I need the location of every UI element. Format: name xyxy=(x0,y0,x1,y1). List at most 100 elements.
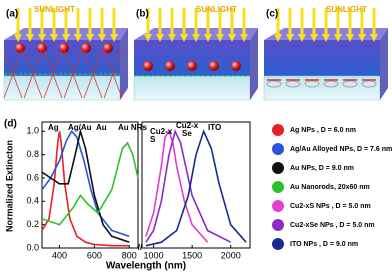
arrow-head xyxy=(144,34,152,42)
arrow-head xyxy=(74,34,82,42)
spectrum-line xyxy=(41,128,130,243)
y-tick-label: 1.0 xyxy=(26,126,39,136)
arrow-head xyxy=(322,34,330,42)
arrow-head xyxy=(62,34,70,42)
substrate xyxy=(133,75,251,101)
arrow-head xyxy=(240,34,248,42)
panel-label: (c) xyxy=(266,9,278,20)
arrow-head xyxy=(228,34,236,42)
scatter-ray xyxy=(83,49,103,99)
curve-annotation: Cu2-x xyxy=(150,127,173,136)
illustrations: (a) SUNLIGHT (b) SUNLIGHT (c) SUNLIGHT xyxy=(3,5,388,101)
arrow-head xyxy=(310,34,318,42)
legend-marker xyxy=(272,124,284,136)
x-tick-label: 1500 xyxy=(182,250,202,260)
x-tick-label: 800 xyxy=(122,250,137,260)
curve-annotation: ITO xyxy=(208,123,221,132)
arrow-head xyxy=(334,34,342,42)
scatter-ray xyxy=(3,49,23,99)
nanoparticle xyxy=(323,80,339,88)
legend-marker xyxy=(272,162,284,174)
y-tick-label: 0.6 xyxy=(26,172,39,182)
chart: (d) // 0.0 0.2 0.4 0.6 0.8 1.0 400 600 800 1000 1500… xyxy=(4,119,392,272)
x-axis-label: Wavelength (nm) xyxy=(106,261,186,272)
nanoparticle xyxy=(37,43,47,53)
panel: (c) SUNLIGHT xyxy=(263,5,388,101)
scatter-ray xyxy=(43,49,63,99)
sunlight-label: SUNLIGHT xyxy=(34,5,75,14)
panel: (a) SUNLIGHT xyxy=(3,5,128,101)
nanoparticle xyxy=(165,61,175,71)
sunlight-label: SUNLIGHT xyxy=(326,5,367,14)
nanoparticle xyxy=(342,80,358,88)
arrow-head xyxy=(110,34,118,42)
scatter-ray xyxy=(23,49,43,99)
arrow-head xyxy=(274,34,282,42)
curve-annotation: Au xyxy=(96,123,107,132)
arrow-head xyxy=(50,34,58,42)
legend-marker xyxy=(272,181,284,193)
nanoparticle xyxy=(187,61,197,71)
arrow-head xyxy=(358,34,366,42)
break-mark: // xyxy=(138,243,143,252)
arrow-head xyxy=(156,34,164,42)
arrow-head xyxy=(86,34,94,42)
arrow-head xyxy=(298,34,306,42)
nanoparticle xyxy=(81,43,91,53)
panel-label: (d) xyxy=(4,119,17,130)
legend-label: Cu2-xSe NPs , D = 5.0 nm xyxy=(290,222,375,229)
curve-annotation: S xyxy=(150,135,156,144)
curve-annotation: Cu2-x xyxy=(176,121,199,130)
arrow-head xyxy=(26,34,34,42)
legend-label: Au NPs, D = 9.0 nm xyxy=(290,165,354,172)
substrate xyxy=(3,75,121,101)
spectrum-line xyxy=(41,141,139,226)
nanoparticle xyxy=(231,61,241,71)
legend-label: ITO NPs , D = 9.0 nm xyxy=(290,241,358,248)
arrow-head xyxy=(370,34,378,42)
nanoparticle xyxy=(15,43,25,53)
arrow-head xyxy=(286,34,294,42)
arrow-head xyxy=(14,34,22,42)
nanoparticle xyxy=(304,80,320,88)
nanoparticle xyxy=(266,80,282,88)
plot-frame xyxy=(141,121,251,249)
curve-annotation: Ag xyxy=(48,123,59,132)
nanoparticle xyxy=(361,80,377,88)
curve-annotation: Se xyxy=(182,129,192,138)
legend-marker xyxy=(272,238,284,250)
arrow-head xyxy=(168,34,176,42)
arrow-head xyxy=(192,34,200,42)
y-tick-label: 0.8 xyxy=(26,149,39,159)
nanoparticle xyxy=(285,80,301,88)
y-axis-label: Normalized Extincton xyxy=(4,140,14,232)
curve-annotation: Au NRs xyxy=(118,123,147,132)
x-tick-label: 2000 xyxy=(221,250,241,260)
spectrum-line xyxy=(41,129,130,238)
panel-label: (a) xyxy=(6,9,18,20)
curve-annotation: Ag/Au xyxy=(68,123,92,132)
legend-marker xyxy=(272,200,284,212)
arrow-head xyxy=(180,34,188,42)
scatter-ray xyxy=(103,49,123,99)
legend-label: Cu2-xS NPs , D = 5.0 nm xyxy=(290,203,371,210)
slab xyxy=(264,40,380,76)
arrow-head xyxy=(38,34,46,42)
spectrum-line xyxy=(145,129,209,243)
panel-label: (b) xyxy=(136,9,149,20)
y-tick-label: 0.0 xyxy=(26,242,39,252)
plot-frame xyxy=(41,121,139,249)
x-tick-label: 400 xyxy=(52,250,67,260)
sunlight-label: SUNLIGHT xyxy=(196,5,237,14)
arrow-head xyxy=(98,34,106,42)
legend-label: Ag/Au Alloyed NPs, D = 7.6 nm xyxy=(290,146,392,153)
panel: (b) SUNLIGHT xyxy=(133,5,258,101)
spectrum-line xyxy=(145,129,247,247)
slab-side xyxy=(380,28,388,100)
nanoparticle xyxy=(103,43,113,53)
nanoparticle xyxy=(59,43,69,53)
y-tick-label: 0.4 xyxy=(26,196,39,206)
y-tick-label: 0.2 xyxy=(26,219,39,229)
